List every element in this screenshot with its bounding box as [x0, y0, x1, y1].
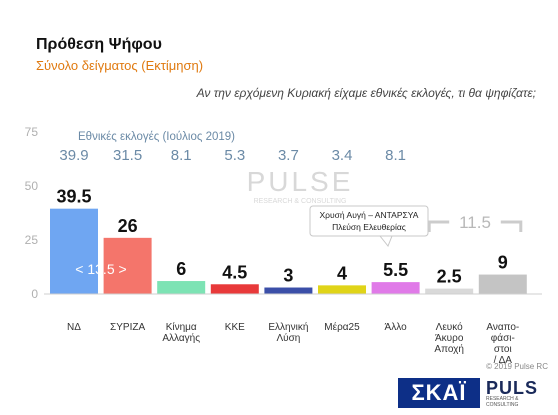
previous-election-label: Εθνικές εκλογές (Ιούλιος 2019)	[78, 131, 235, 143]
previous-value-2: 8.1	[171, 147, 192, 164]
bar-value-label-0: 39.5	[56, 187, 91, 207]
previous-value-3: 5.3	[224, 147, 245, 164]
copyright-note: © 2019 Pulse RC	[486, 362, 548, 371]
category-label-8-0: Αναπο-	[486, 322, 519, 333]
callout-line-1: Πλεύση Ελευθερίας	[332, 222, 406, 232]
previous-value-1: 31.5	[113, 147, 142, 164]
watermark-text: PULSE	[247, 166, 354, 197]
previous-value-6: 8.1	[385, 147, 406, 164]
category-label-5-0: Μέρα25	[324, 321, 360, 333]
previous-value-0: 39.9	[59, 147, 88, 164]
category-label-4-0: Ελληνική	[268, 321, 308, 333]
bracket-label: 11.5	[459, 213, 491, 232]
category-label-1-0: ΣΥΡΙΖΑ	[110, 322, 145, 333]
chart-subtitle: Σύνολο δείγματος (Εκτίμηση)	[36, 58, 204, 73]
survey-question: Αν την ερχόμενη Κυριακή είχαμε εθνικές ε…	[196, 86, 536, 100]
pulse-logo: PULS RESEARCH & CONSULTING	[486, 378, 552, 410]
bar-value-label-1: 26	[118, 216, 138, 236]
bar-6	[371, 282, 420, 294]
category-label-6-0: Άλλο	[385, 322, 408, 333]
bar-5	[318, 285, 366, 294]
callout-line-0: Χρυσή Αυγή – ΑΝΤΑΡΣΥΑ	[320, 210, 419, 220]
y-tick-label-2: 50	[25, 179, 39, 193]
bracket-right	[500, 220, 523, 232]
y-tick-label-0: 0	[31, 287, 38, 301]
bar-value-label-3: 4.5	[222, 262, 247, 282]
pulse-logo-subtext: RESEARCH & CONSULTING	[486, 396, 519, 408]
category-label-8-3: / ΔΑ	[494, 355, 513, 366]
bar-value-label-7: 2.5	[437, 267, 462, 287]
bar-value-label-6: 5.5	[383, 260, 408, 280]
chart-title: Πρόθεση Ψήφου	[36, 36, 162, 53]
category-label-8-1: φάσι-	[491, 332, 515, 344]
category-label-0-0: ΝΔ	[67, 322, 81, 333]
bar-4	[264, 287, 313, 294]
bar-1	[103, 237, 152, 294]
previous-value-4: 3.7	[278, 147, 299, 164]
gap-label: < 13.5 >	[75, 261, 126, 277]
category-label-7-0: Λευκό	[436, 321, 463, 333]
bar-7	[425, 288, 474, 294]
pulse-logo-text: PULS	[486, 378, 539, 398]
bar-value-label-8: 9	[498, 253, 508, 273]
callout-pointer	[378, 235, 393, 247]
category-label-2-1: Αλλαγής	[162, 332, 200, 344]
bracket-left	[427, 220, 450, 232]
bar-2	[157, 281, 206, 294]
bar-value-label-5: 4	[337, 263, 347, 283]
category-label-4-1: Λύση	[276, 332, 300, 344]
category-label-2-0: Κίνημα	[166, 321, 197, 333]
bar-value-label-4: 3	[283, 266, 293, 286]
bar-0	[50, 208, 98, 294]
y-tick-label-1: 25	[25, 233, 39, 247]
category-label-8-2: στοι	[494, 344, 512, 355]
category-label-7-1: Άκυρο	[435, 333, 464, 344]
watermark-subtext: RESEARCH & CONSULTING	[254, 198, 347, 205]
category-label-7-2: Αποχή	[434, 343, 464, 355]
previous-value-5: 3.4	[332, 147, 353, 164]
bar-8	[478, 274, 527, 294]
y-tick-label-3: 75	[25, 125, 39, 139]
skai-logo: ΣΚΑΪ	[398, 378, 480, 408]
bar-value-label-2: 6	[176, 259, 186, 279]
bar-3	[210, 284, 259, 294]
category-label-3-0: ΚΚΕ	[225, 322, 245, 333]
